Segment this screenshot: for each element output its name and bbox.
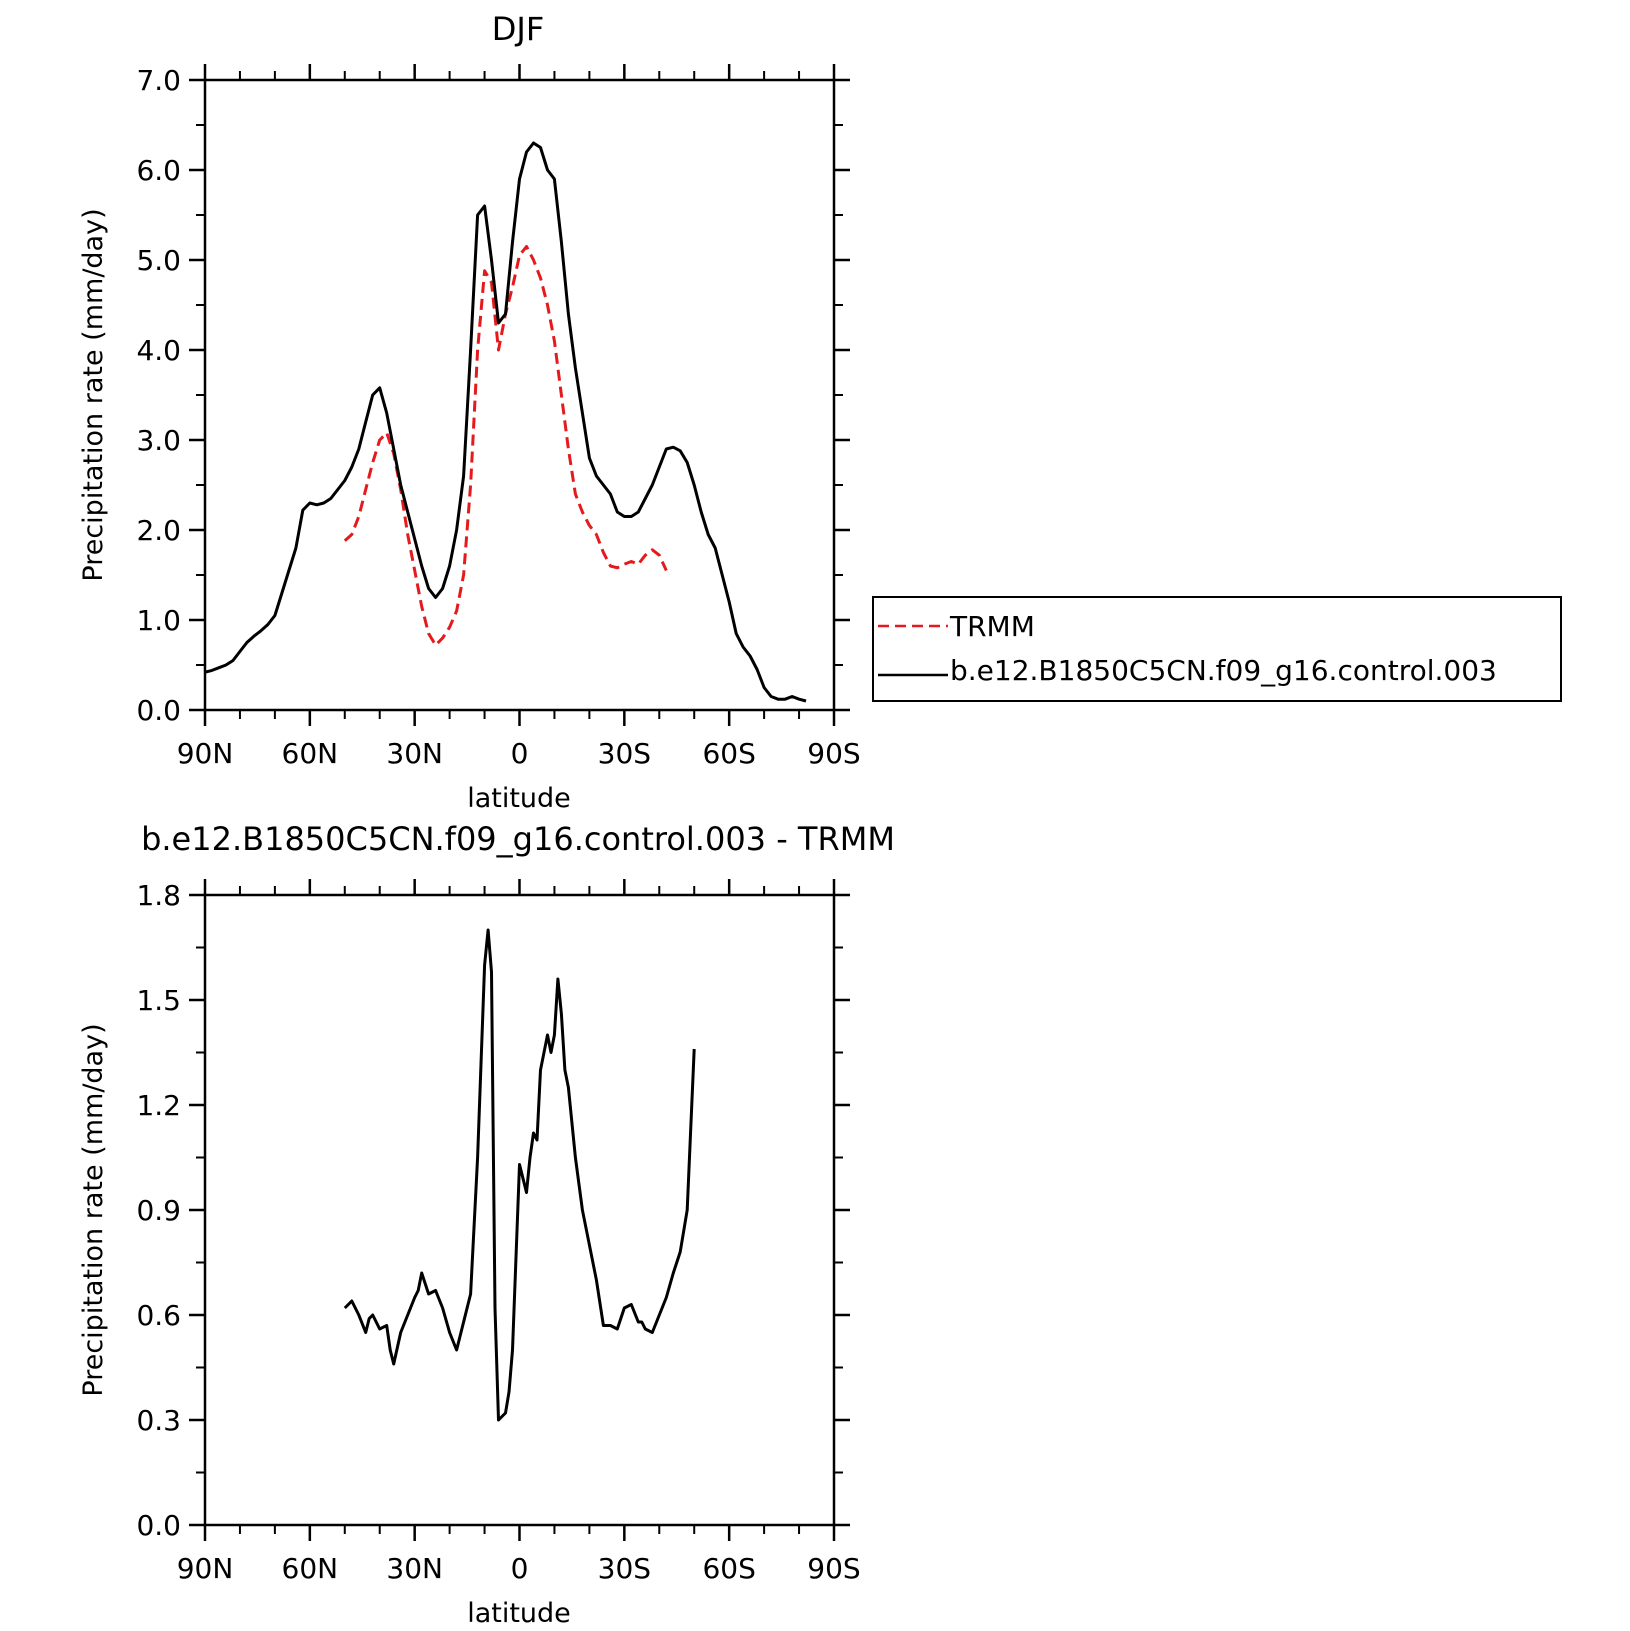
x-tick-label: 30S [598, 1552, 651, 1585]
x-axis-label-top: latitude [467, 783, 571, 814]
y-tick-label: 0.0 [136, 1509, 181, 1542]
y-tick-label: 2.0 [136, 514, 181, 547]
x-tick-label: 30S [598, 737, 651, 770]
y-tick-label: 0.6 [136, 1299, 181, 1332]
bottom-ticks [189, 879, 850, 1541]
x-tick-label: 30N [386, 737, 443, 770]
chart-title-top: DJF [492, 10, 544, 48]
precip-panel-bottom: b.e12.B1850C5CN.f09_g16.control.003 - TR… [78, 820, 895, 1629]
y-tick-label: 6.0 [136, 154, 181, 187]
x-tick-label: 60N [282, 737, 339, 770]
y-tick-labels-bottom: 0.0 0.3 0.6 0.9 1.2 1.5 1.8 [136, 879, 181, 1542]
series-line-difference [343, 928, 696, 1422]
legend: TRMM b.e12.B1850C5CN.f09_g16.control.003 [872, 596, 1562, 702]
x-tick-label: 60N [282, 1552, 339, 1585]
series-line-model [204, 141, 807, 703]
x-tick-label: 60S [702, 737, 755, 770]
y-tick-label: 1.2 [136, 1089, 181, 1122]
x-tick-label: 0 [511, 737, 529, 770]
y-tick-label: 1.5 [136, 984, 181, 1017]
x-tick-label: 0 [511, 1552, 529, 1585]
y-axis-label-top: Precipitation rate (mm/day) [78, 208, 109, 581]
x-tick-label: 60S [702, 1552, 755, 1585]
y-tick-label: 1.8 [136, 879, 181, 912]
x-tick-labels-top: 90N 60N 30N 0 30S 60S 90S [177, 737, 861, 770]
top-ticks [189, 64, 850, 726]
y-tick-label: 0.0 [136, 694, 181, 727]
legend-label-model: b.e12.B1850C5CN.f09_g16.control.003 [950, 654, 1497, 687]
legend-label-trmm: TRMM [949, 610, 1035, 643]
y-tick-labels-top: 0.0 1.0 2.0 3.0 4.0 5.0 6.0 7.0 [136, 64, 181, 727]
y-tick-label: 7.0 [136, 64, 181, 97]
legend-box [872, 596, 1562, 702]
x-tick-label: 30N [386, 1552, 443, 1585]
y-tick-label: 0.3 [136, 1404, 181, 1437]
chart-title-bottom: b.e12.B1850C5CN.f09_g16.control.003 - TR… [141, 820, 895, 858]
series-lines-bottom [343, 928, 696, 1422]
y-tick-label: 4.0 [136, 334, 181, 367]
x-tick-labels-bottom: 90N 60N 30N 0 30S 60S 90S [177, 1552, 861, 1585]
y-tick-label: 3.0 [136, 424, 181, 457]
y-tick-label: 1.0 [136, 604, 181, 637]
x-tick-label: 90N [177, 1552, 234, 1585]
plot-frame-bottom [203, 893, 836, 1527]
x-axis-label-bottom: latitude [467, 1598, 571, 1629]
x-tick-label: 90S [807, 1552, 860, 1585]
x-tick-label: 90N [177, 737, 234, 770]
x-tick-label: 90S [807, 737, 860, 770]
y-axis-label-bottom: Precipitation rate (mm/day) [78, 1023, 109, 1396]
y-tick-label: 0.9 [136, 1194, 181, 1227]
plot-frame-top [203, 78, 836, 712]
y-tick-label: 5.0 [136, 244, 181, 277]
precip-panel-top: DJF 0.0 1.0 2.0 3.0 4.0 5.0 6.0 7.0 90N 60N 30N 0 3… [78, 10, 1562, 814]
series-lines-top [204, 141, 807, 703]
